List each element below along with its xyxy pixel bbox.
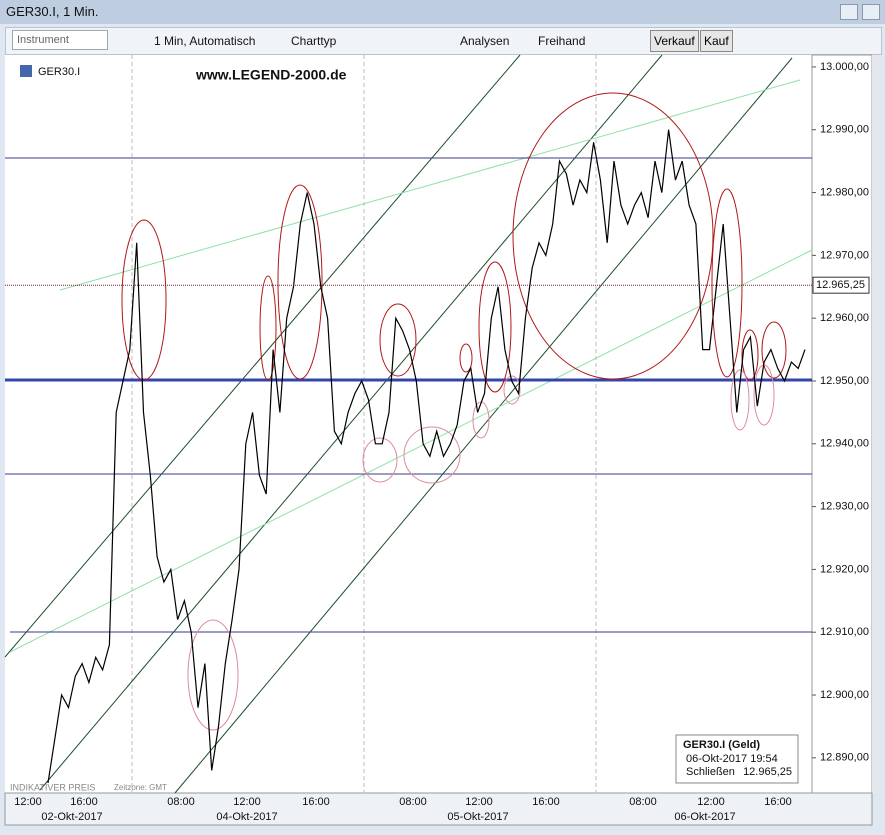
last-price-label: 12.965,25	[816, 279, 865, 291]
freehand-dropdown[interactable]: Freihand	[538, 34, 586, 48]
x-tick-label: 08:00	[399, 796, 427, 808]
x-tick-label: 16:00	[302, 796, 330, 808]
info-datetime: 06-Okt-2017 19:54	[686, 753, 778, 765]
y-tick-label: 12.950,00	[820, 375, 869, 387]
window-title: GER30.I, 1 Min.	[6, 4, 99, 19]
watermark: www.LEGEND-2000.de	[195, 67, 347, 83]
sell-button[interactable]: Verkauf	[650, 30, 699, 52]
date-label: 04-Okt-2017	[216, 811, 277, 823]
timezone: Zeitzone: GMT	[114, 783, 167, 792]
x-tick-label: 08:00	[167, 796, 195, 808]
x-tick-label: 16:00	[70, 796, 98, 808]
annotation-ellipse	[379, 303, 417, 377]
price-note: INDIKATIVER PREIS	[10, 782, 95, 792]
annotation-ellipse	[711, 188, 743, 378]
annotation-ellipse	[187, 619, 239, 731]
date-label: 02-Okt-2017	[41, 811, 102, 823]
x-tick-label: 12:00	[233, 796, 261, 808]
info-title: GER30.I (Geld)	[683, 739, 760, 751]
annotation-ellipse	[512, 92, 714, 380]
instrument-icon	[20, 65, 32, 77]
legend-entry[interactable]: GER30.I	[38, 66, 80, 78]
scrollbar[interactable]	[872, 55, 880, 793]
minimize-button[interactable]	[840, 4, 858, 20]
y-tick-label: 12.930,00	[820, 500, 869, 512]
trend-line	[174, 57, 793, 794]
title-bar: GER30.I, 1 Min.	[0, 0, 885, 24]
annotation-ellipse	[362, 437, 398, 483]
info-close-label: Schließen	[686, 766, 735, 778]
y-tick-label: 12.990,00	[820, 124, 869, 136]
date-label: 05-Okt-2017	[447, 811, 508, 823]
y-tick-label: 12.980,00	[820, 186, 869, 198]
close-button[interactable]	[862, 4, 880, 20]
y-tick-label: 12.960,00	[820, 312, 869, 324]
trend-line	[39, 54, 663, 791]
price-line	[47, 129, 806, 784]
x-tick-label: 16:00	[532, 796, 560, 808]
annotation-ellipse	[459, 343, 473, 373]
annotation-ellipse	[761, 321, 787, 379]
x-tick-label: 12:00	[697, 796, 725, 808]
y-tick-label: 12.900,00	[820, 689, 869, 701]
x-axis-area	[4, 792, 873, 826]
y-tick-label: 12.940,00	[820, 438, 869, 450]
trend-line	[59, 79, 801, 291]
annotation-ellipse	[730, 369, 750, 431]
annotation-ellipse	[403, 426, 461, 484]
x-tick-label: 12:00	[14, 796, 42, 808]
annotation-ellipse	[478, 261, 512, 393]
annotation-ellipse	[121, 219, 167, 381]
annotation-ellipse	[259, 275, 277, 381]
toolbar: Instrument 1 Min, Automatisch Charttyp A…	[5, 27, 882, 55]
y-tick-label: 12.920,00	[820, 563, 869, 575]
x-tick-label: 12:00	[465, 796, 493, 808]
trend-line	[9, 249, 813, 653]
x-tick-label: 08:00	[629, 796, 657, 808]
y-tick-label: 12.890,00	[820, 752, 869, 764]
annotation-ellipse	[277, 184, 323, 380]
x-tick-label: 16:00	[764, 796, 792, 808]
interval-dropdown[interactable]: 1 Min, Automatisch	[154, 34, 256, 48]
plot-area	[5, 55, 812, 793]
annotation-ellipse	[503, 375, 521, 405]
y-axis-area	[811, 54, 873, 794]
y-tick-label: 12.970,00	[820, 249, 869, 261]
info-close-value: 12.965,25	[743, 766, 792, 778]
chart-type-dropdown[interactable]: Charttyp	[291, 34, 337, 48]
instrument-input[interactable]: Instrument	[12, 30, 108, 50]
analyses-dropdown[interactable]: Analysen	[460, 34, 510, 48]
trend-line	[4, 54, 521, 658]
info-box	[675, 734, 799, 784]
buy-button[interactable]: Kauf	[700, 30, 733, 52]
last-price-box	[812, 276, 870, 294]
y-tick-label: 13.000,00	[820, 61, 869, 73]
date-label: 06-Okt-2017	[674, 811, 735, 823]
y-tick-label: 12.910,00	[820, 626, 869, 638]
annotation-ellipse	[741, 329, 759, 381]
